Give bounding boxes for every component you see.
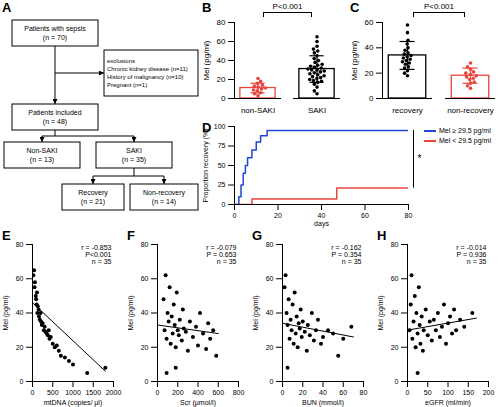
svg-text:20: 20: [274, 212, 282, 219]
svg-text:60: 60: [141, 275, 149, 282]
svg-text:mtDNA (copies/ μl): mtDNA (copies/ μl): [44, 399, 103, 407]
svg-text:Mel (pg/ml): Mel (pg/ml): [202, 40, 211, 80]
svg-text:50: 50: [218, 162, 226, 169]
svg-text:80: 80: [16, 241, 24, 248]
svg-text:60: 60: [217, 37, 226, 46]
svg-text:200: 200: [483, 389, 495, 396]
svg-text:40: 40: [318, 212, 326, 219]
svg-text:100: 100: [442, 389, 454, 396]
svg-text:150: 150: [462, 389, 474, 396]
svg-text:600: 600: [212, 389, 224, 396]
svg-text:0: 0: [20, 378, 24, 385]
svg-text:r = -0.079P = 0.653n = 35: r = -0.079P = 0.653n = 35: [206, 244, 236, 265]
svg-text:80: 80: [217, 18, 226, 27]
svg-text:non-recovery: non-recovery: [447, 106, 494, 115]
svg-text:80: 80: [405, 212, 413, 219]
svg-text:60: 60: [361, 212, 369, 219]
svg-text:days: days: [314, 220, 329, 228]
svg-text:0: 0: [395, 378, 399, 385]
svg-text:1000: 1000: [65, 389, 81, 396]
svg-text:100: 100: [214, 123, 226, 130]
svg-text:20: 20: [299, 389, 307, 396]
svg-text:0: 0: [270, 378, 274, 385]
svg-text:75: 75: [218, 142, 226, 149]
svg-text:20: 20: [16, 343, 24, 350]
svg-text:80: 80: [360, 389, 368, 396]
svg-text:200: 200: [172, 389, 184, 396]
svg-text:60: 60: [365, 18, 374, 27]
svg-text:40: 40: [141, 309, 149, 316]
svg-text:Non-recovery(n = 14): Non-recovery(n = 14): [143, 189, 186, 206]
svg-text:0: 0: [31, 389, 35, 396]
svg-text:Recovery(n = 21): Recovery(n = 21): [78, 189, 108, 206]
svg-text:0: 0: [369, 94, 374, 103]
svg-text:40: 40: [266, 309, 274, 316]
svg-text:2000: 2000: [106, 389, 122, 396]
svg-text:800: 800: [233, 389, 245, 396]
svg-text:20: 20: [266, 343, 274, 350]
svg-text:Non-SAKI(n = 13): Non-SAKI(n = 13): [26, 147, 57, 164]
svg-text:0: 0: [222, 201, 226, 208]
svg-text:60: 60: [339, 389, 347, 396]
svg-text:Mel (pg/ml): Mel (pg/ml): [252, 295, 260, 330]
svg-text:Scr (μmol/l): Scr (μmol/l): [180, 399, 216, 407]
svg-text:60: 60: [266, 275, 274, 282]
svg-text:Mel (pg/ml): Mel (pg/ml): [377, 295, 385, 330]
svg-text:Mel (pg/ml): Mel (pg/ml): [2, 295, 10, 330]
svg-text:Patients included(n = 48): Patients included(n = 48): [28, 109, 81, 126]
svg-text:25: 25: [218, 181, 226, 188]
svg-text:*: *: [418, 153, 422, 164]
svg-text:0: 0: [233, 212, 237, 219]
svg-text:500: 500: [47, 389, 59, 396]
svg-text:40: 40: [16, 309, 24, 316]
svg-text:eGFR (ml/min): eGFR (ml/min): [425, 399, 471, 407]
svg-text:50: 50: [424, 389, 432, 396]
svg-text:40: 40: [319, 389, 327, 396]
svg-text:r = -0.162P = 0.354n = 35: r = -0.162P = 0.354n = 35: [331, 244, 361, 265]
svg-text:0: 0: [145, 378, 149, 385]
svg-text:40: 40: [217, 56, 226, 65]
svg-text:20: 20: [391, 343, 399, 350]
svg-text:recovery: recovery: [392, 106, 423, 115]
svg-text:Mel (pg/ml): Mel (pg/ml): [350, 40, 359, 80]
svg-text:20: 20: [365, 69, 374, 78]
svg-text:0: 0: [281, 389, 285, 396]
svg-text:r = -0.014P = 0.936n = 35: r = -0.014P = 0.936n = 35: [456, 244, 486, 265]
svg-text:20: 20: [217, 75, 226, 84]
svg-text:SAKI(n = 35): SAKI(n = 35): [122, 147, 146, 164]
svg-text:80: 80: [141, 241, 149, 248]
svg-text:80: 80: [391, 241, 399, 248]
svg-text:60: 60: [391, 275, 399, 282]
svg-text:Mel (pg/ml): Mel (pg/ml): [127, 295, 135, 330]
svg-text:r = -0.853P<0.001n = 35: r = -0.853P<0.001n = 35: [81, 244, 111, 265]
svg-text:non-SAKI: non-SAKI: [241, 106, 275, 115]
svg-text:400: 400: [192, 389, 204, 396]
svg-text:60: 60: [16, 275, 24, 282]
svg-text:20: 20: [141, 343, 149, 350]
svg-text:Patients with sepsis(n = 70): Patients with sepsis(n = 70): [24, 25, 86, 42]
svg-text:1500: 1500: [85, 389, 101, 396]
svg-text:80: 80: [266, 241, 274, 248]
svg-text:SAKI: SAKI: [308, 106, 326, 115]
svg-text:40: 40: [365, 43, 374, 52]
svg-text:exclusionsChronic kidney disea: exclusionsChronic kidney disease (n=11)H…: [107, 58, 188, 88]
svg-text:40: 40: [391, 309, 399, 316]
svg-text:Proportion recovery (%): Proportion recovery (%): [202, 129, 210, 203]
svg-text:0: 0: [221, 94, 226, 103]
svg-text:0: 0: [406, 389, 410, 396]
svg-text:BUN (mmol/l): BUN (mmol/l): [302, 399, 344, 407]
svg-text:0: 0: [156, 389, 160, 396]
